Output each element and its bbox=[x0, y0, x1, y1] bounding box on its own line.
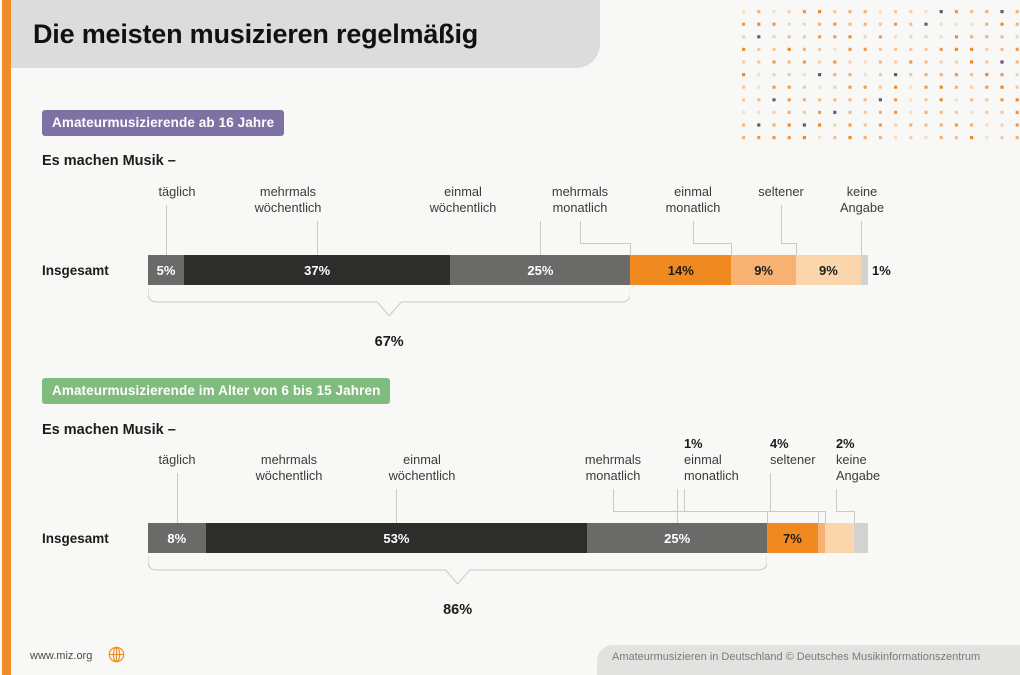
leader-line bbox=[836, 489, 837, 511]
leader-line bbox=[781, 243, 796, 244]
section-badge-adults: Amateurmusizierende ab 16 Jahre bbox=[42, 110, 285, 136]
bar-segment: 25% bbox=[587, 523, 768, 553]
leader-line bbox=[580, 243, 631, 244]
callout-label: mehrmals monatlich bbox=[551, 184, 609, 215]
leader-line bbox=[396, 489, 398, 523]
callout-label: seltener bbox=[758, 184, 804, 199]
title-bar bbox=[11, 0, 600, 68]
leader-line bbox=[836, 511, 854, 512]
callout-value: 1% bbox=[684, 436, 703, 451]
leader-line bbox=[860, 221, 862, 255]
bar-segment: 14% bbox=[630, 255, 732, 285]
section-badge-children: Amateurmusizierende im Alter von 6 bis 1… bbox=[42, 378, 391, 404]
callout-label: mehrmals monatlich bbox=[584, 452, 642, 483]
decorative-dot-grid bbox=[730, 0, 1020, 140]
callout-label: täglich bbox=[158, 184, 196, 199]
row-label: Insgesamt bbox=[42, 263, 109, 278]
total-brace bbox=[147, 288, 631, 317]
footer-url[interactable]: www.miz.org bbox=[30, 650, 93, 662]
bar-segment: 25% bbox=[450, 255, 631, 285]
leader-line bbox=[853, 511, 855, 523]
total-value: 86% bbox=[443, 602, 473, 618]
callout-label: mehrmals wöchentlich bbox=[255, 452, 323, 483]
leader-line bbox=[693, 221, 694, 243]
bar-segment bbox=[853, 523, 868, 553]
leader-line bbox=[684, 511, 818, 512]
leader-line bbox=[693, 243, 732, 244]
total-brace bbox=[147, 556, 768, 585]
callout-label: einmal monatlich bbox=[665, 184, 721, 215]
bar-segment bbox=[824, 523, 854, 553]
callout-value: 2% bbox=[836, 436, 855, 451]
leader-line bbox=[176, 473, 178, 523]
row-label: Insgesamt bbox=[42, 531, 109, 546]
leader-line bbox=[770, 511, 825, 512]
leader-line bbox=[677, 489, 679, 523]
bar-segment bbox=[817, 523, 825, 553]
callout-label: 1% einmal monatlich bbox=[684, 436, 739, 483]
bar-segment: 7% bbox=[767, 523, 818, 553]
callout-label: 4% seltener bbox=[770, 436, 816, 467]
callout-label: einmal wöchentlich bbox=[429, 184, 497, 215]
leader-line bbox=[684, 489, 685, 511]
bar-segment bbox=[860, 255, 868, 285]
leader-line bbox=[781, 205, 782, 243]
leader-line bbox=[630, 243, 632, 255]
globe-icon bbox=[108, 646, 125, 668]
leader-line bbox=[770, 473, 771, 511]
bar-segment: 9% bbox=[731, 255, 796, 285]
page-title: Die meisten musizieren regelmäßig bbox=[33, 19, 479, 49]
callout-label: keine Angabe bbox=[839, 184, 885, 215]
leader-line bbox=[731, 243, 733, 255]
bar-segment: 53% bbox=[205, 523, 588, 553]
left-accent-stripe bbox=[2, 0, 11, 675]
leader-line bbox=[166, 205, 167, 255]
bar-segment-value-outside: 1% bbox=[872, 263, 891, 278]
section-subheading-children: Es machen Musik – bbox=[42, 422, 176, 438]
bar-segment: 37% bbox=[184, 255, 451, 285]
callout-label: täglich bbox=[158, 452, 196, 467]
leader-line bbox=[580, 221, 581, 243]
bar-segment: 5% bbox=[148, 255, 184, 285]
leader-line bbox=[817, 511, 819, 523]
callout-value: 4% bbox=[770, 436, 789, 451]
callout-label: einmal wöchentlich bbox=[388, 452, 456, 483]
callout-label: 2% keine Angabe bbox=[836, 436, 881, 483]
callout-label: mehrmals wöchentlich bbox=[254, 184, 322, 215]
footer-credit-box bbox=[597, 645, 1020, 675]
leader-line bbox=[540, 221, 542, 255]
total-value: 67% bbox=[374, 334, 404, 350]
leader-line bbox=[767, 511, 769, 523]
section-subheading-adults: Es machen Musik – bbox=[42, 153, 176, 169]
stacked-bar: 8% 53% 25% 7% bbox=[148, 523, 868, 553]
bar-segment: 8% bbox=[148, 523, 206, 553]
stacked-bar: 5% 37% 25% 14% 9% 9% bbox=[148, 255, 868, 285]
leader-line bbox=[613, 489, 614, 511]
bar-segment: 9% bbox=[795, 255, 861, 285]
leader-line bbox=[824, 511, 826, 523]
leader-line bbox=[317, 221, 319, 255]
footer-credit: Amateurmusizieren in Deutschland © Deuts… bbox=[612, 651, 981, 663]
leader-line bbox=[796, 243, 797, 255]
